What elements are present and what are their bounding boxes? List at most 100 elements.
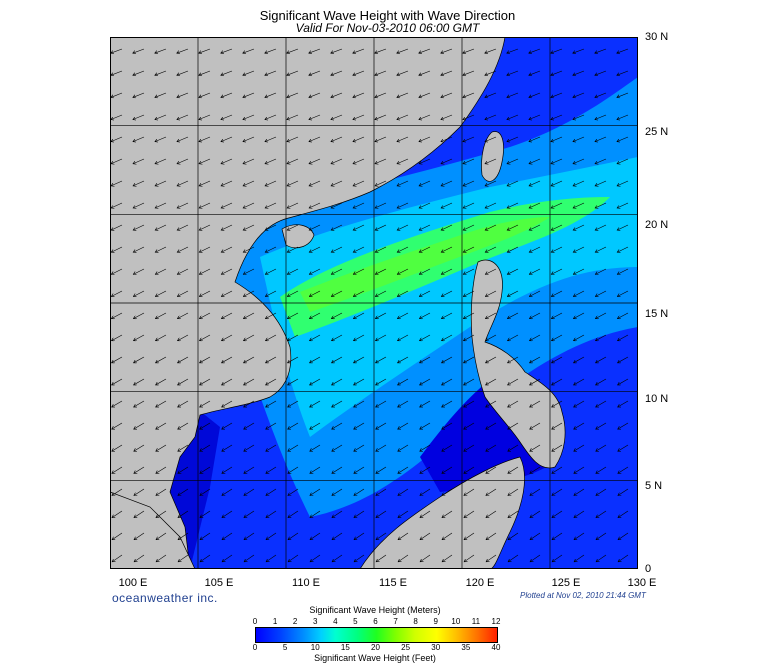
wave-arrow: [177, 70, 189, 75]
wave-arrow: [222, 356, 233, 363]
wave-arrow: [551, 268, 563, 274]
wave-arrow: [375, 268, 387, 274]
wave-arrow: [573, 312, 585, 319]
wave-arrow: [595, 224, 607, 230]
wave-arrow: [309, 312, 321, 319]
graticule: [110, 37, 638, 569]
wave-arrow: [375, 92, 387, 97]
wave-arrow: [243, 268, 255, 274]
wave-arrow: [134, 400, 145, 407]
wave-arrow: [618, 378, 629, 385]
wave-arrow: [375, 290, 387, 296]
wave-arrow: [397, 158, 409, 164]
wave-arrow: [354, 532, 365, 540]
wave-arrow: [288, 356, 299, 363]
wave-arrow: [221, 48, 233, 53]
wave-arrow: [244, 444, 255, 451]
wave-arrow: [265, 224, 277, 230]
wave-arrow: [485, 158, 497, 164]
wave-arrow: [243, 290, 255, 296]
wave-arrow: [464, 488, 475, 495]
wave-arrow: [244, 422, 255, 429]
wave-arrow: [353, 268, 365, 274]
wave-arrow: [573, 290, 585, 296]
wave-arrow: [134, 444, 145, 451]
wave-arrow: [595, 290, 607, 296]
wave-arrow: [375, 70, 387, 75]
wave-arrow: [222, 444, 233, 451]
wave-arrow: [332, 378, 343, 385]
wave-arrow: [530, 422, 541, 429]
wave-arrow: [573, 48, 585, 53]
wave-arrow: [485, 202, 497, 208]
wave-arrow: [353, 136, 365, 142]
wave-arrow: [134, 422, 145, 429]
wave-arrow: [112, 444, 123, 451]
wave-arrow: [529, 158, 541, 164]
wave-arrow: [485, 224, 497, 230]
wave-arrow: [463, 158, 475, 164]
wave-arrow: [353, 312, 365, 319]
wave-arrow: [156, 466, 167, 473]
wave-arrow: [529, 114, 541, 120]
wave-arrow: [463, 290, 475, 296]
feet-tick-label: 25: [401, 643, 411, 652]
meter-tick-label: 2: [292, 617, 298, 626]
wave-arrow: [310, 532, 321, 540]
wave-arrow: [266, 466, 277, 473]
wave-arrow: [309, 158, 321, 164]
wave-arrow: [551, 334, 563, 341]
wave-arrow: [375, 224, 387, 230]
wave-arrow: [419, 224, 431, 230]
wave-arrow: [243, 114, 255, 120]
land-asia: [110, 37, 506, 569]
wave-arrow: [618, 422, 629, 429]
wave-arrow: [375, 246, 387, 252]
wave-arrow: [155, 92, 167, 97]
wave-arrow: [419, 268, 431, 274]
wave-arrow: [485, 70, 497, 75]
wave-arrow: [442, 378, 453, 385]
wave-arrow: [287, 70, 299, 75]
wave-arrow: [156, 378, 167, 385]
wave-arrow: [309, 180, 321, 186]
wave-arrow: [398, 554, 409, 562]
wave-arrow: [530, 488, 541, 495]
lat-label: 30 N: [645, 31, 669, 43]
wave-arrow: [332, 466, 343, 473]
wave-arrow: [529, 202, 541, 208]
wave-arrow: [442, 510, 453, 518]
meter-tick-label: 12: [491, 617, 501, 626]
wave-arrow: [111, 312, 123, 319]
wave-arrow: [530, 444, 541, 451]
wave-arrow: [441, 92, 453, 97]
lon-label: 110 E: [292, 577, 320, 589]
wave-arrow: [133, 180, 145, 186]
wave-arrow: [596, 400, 607, 407]
wave-arrow: [221, 92, 233, 97]
wave-arrow: [178, 400, 189, 407]
wave-arrow: [530, 554, 541, 562]
wave-arrow: [177, 202, 189, 208]
wave-arrow: [243, 70, 255, 75]
wave-arrow: [574, 356, 585, 363]
wave-arrow: [200, 356, 211, 363]
wave-arrow: [331, 136, 343, 142]
wave-arrow: [442, 532, 453, 540]
wave-arrow: [199, 114, 211, 120]
wave-arrow: [222, 466, 233, 473]
wave-arrow: [200, 532, 211, 540]
wave-arrow: [420, 466, 431, 473]
wave-arrow: [112, 532, 123, 540]
wave-arrow: [551, 92, 563, 97]
wave-arrow: [331, 114, 343, 120]
wave-arrow: [155, 180, 167, 186]
wave-arrow: [486, 554, 497, 562]
wave-arrow: [221, 180, 233, 186]
wave-arrow: [331, 268, 343, 274]
wave-arrow: [574, 554, 585, 562]
wave-arrow: [199, 246, 211, 252]
wave-arrow: [287, 92, 299, 97]
wave-arrow: [617, 92, 629, 97]
wave-arrow: [287, 290, 299, 296]
